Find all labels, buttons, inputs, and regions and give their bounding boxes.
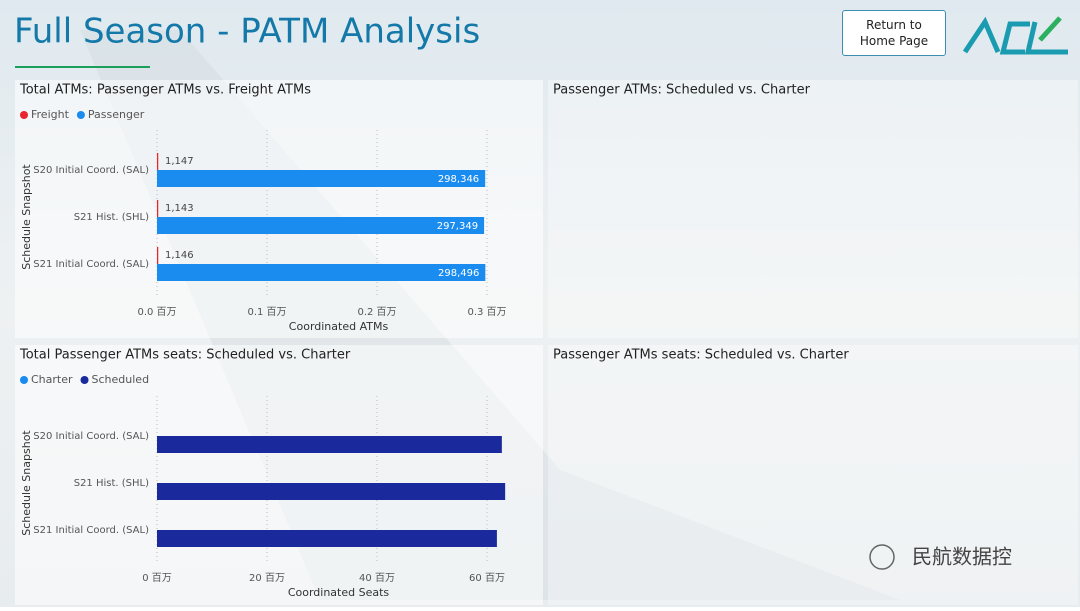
bar: [157, 436, 502, 453]
data-label: 1,143: [165, 203, 194, 214]
legend-label: Charter: [31, 373, 73, 386]
x-axis-title: Coordinated ATMs: [289, 320, 389, 333]
data-label: 297,349: [437, 221, 478, 232]
watermark: 民航数据控: [912, 545, 1012, 569]
bar: [157, 530, 497, 547]
logo: [962, 16, 1068, 55]
watermark-icon: [869, 544, 895, 570]
data-label: 1,147: [165, 156, 194, 167]
x-axis-title: Coordinated Seats: [288, 586, 390, 599]
panel-title: Passenger ATMs seats: Scheduled vs. Char…: [553, 348, 849, 363]
legend-label: Scheduled: [92, 373, 150, 386]
y-tick-label: S21 Initial Coord. (SAL): [33, 525, 149, 536]
y-tick-label: S21 Hist. (SHL): [74, 212, 149, 223]
y-tick-label: S20 Initial Coord. (SAL): [33, 431, 149, 442]
legend-dot: [20, 111, 28, 119]
x-tick-label: 0 百万: [142, 572, 172, 584]
x-tick-label: 20 百万: [249, 572, 285, 584]
panel: [548, 80, 1078, 338]
x-tick-label: 0.2 百万: [357, 306, 396, 318]
panel: [15, 80, 543, 338]
bar: [157, 247, 159, 264]
bar: [157, 170, 486, 187]
bar: [157, 483, 506, 500]
y-tick-label: S20 Initial Coord. (SAL): [33, 165, 149, 176]
data-label: 298,346: [438, 174, 479, 185]
data-label: 1,146: [165, 250, 194, 261]
bar: [157, 200, 159, 217]
x-tick-label: 0.1 百万: [247, 306, 286, 318]
panel: [15, 345, 543, 605]
legend-dot: [76, 111, 85, 119]
panel: [548, 345, 1078, 605]
chart-title: Total Passenger ATMs seats: Scheduled vs…: [19, 348, 351, 363]
legend-label: Passenger: [88, 108, 145, 121]
legend-label: Freight: [31, 108, 70, 121]
x-tick-label: 40 百万: [359, 572, 395, 584]
y-tick-label: S21 Hist. (SHL): [74, 478, 149, 489]
y-axis-title: Schedule Snapshot: [20, 430, 33, 536]
chart-title: Total ATMs: Passenger ATMs vs. Freight A…: [19, 83, 311, 98]
panel-title: Passenger ATMs: Scheduled vs. Charter: [553, 83, 811, 98]
x-tick-label: 0.0 百万: [137, 306, 176, 318]
bar: [157, 217, 485, 234]
legend-dot: [20, 376, 28, 384]
y-axis-title: Schedule Snapshot: [20, 164, 33, 270]
data-label: 298,496: [438, 268, 479, 279]
bar: [157, 264, 486, 281]
x-tick-label: 0.3 百万: [467, 306, 506, 318]
y-tick-label: S21 Initial Coord. (SAL): [33, 259, 149, 270]
legend-dot: [80, 376, 89, 384]
x-tick-label: 60 百万: [469, 572, 505, 584]
home-button[interactable]: Return to Home Page: [842, 10, 946, 56]
bar: [157, 153, 159, 170]
page-title: Full Season - PATM Analysis: [14, 12, 480, 52]
